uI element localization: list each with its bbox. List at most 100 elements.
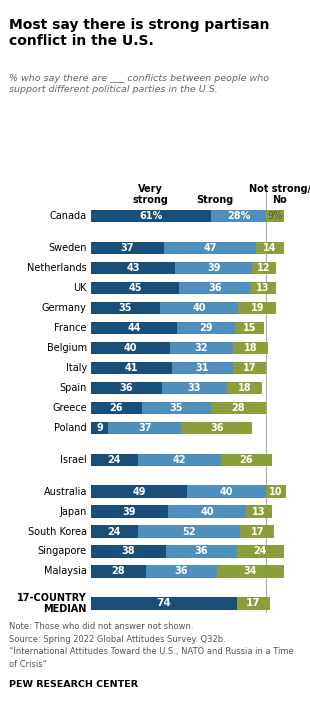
Bar xyxy=(91,381,162,394)
Bar xyxy=(211,210,266,223)
Text: 39: 39 xyxy=(122,507,136,517)
Text: 36: 36 xyxy=(175,566,188,577)
Bar xyxy=(237,597,270,610)
Text: % who say there are ___ conflicts between people who
support different political: % who say there are ___ conflicts betwee… xyxy=(9,74,269,94)
Text: 17: 17 xyxy=(243,363,256,373)
Bar xyxy=(142,402,211,414)
Bar xyxy=(175,262,252,274)
Text: 40: 40 xyxy=(200,507,214,517)
Text: 24: 24 xyxy=(108,527,121,537)
Text: Australia: Australia xyxy=(43,486,87,496)
Text: 34: 34 xyxy=(244,566,257,577)
Text: Poland: Poland xyxy=(54,423,87,433)
Text: 28: 28 xyxy=(112,566,125,577)
Bar xyxy=(91,242,164,255)
Text: 13: 13 xyxy=(256,283,270,293)
Text: 52: 52 xyxy=(183,527,196,537)
Text: 39: 39 xyxy=(207,263,221,273)
Text: 26: 26 xyxy=(110,403,123,413)
Bar xyxy=(91,545,166,558)
Text: 47: 47 xyxy=(203,243,217,253)
Bar xyxy=(91,422,108,434)
Bar xyxy=(241,525,274,538)
Bar xyxy=(217,565,284,577)
Bar xyxy=(162,381,227,394)
Text: Japan: Japan xyxy=(60,507,87,517)
Text: 12: 12 xyxy=(257,263,271,273)
Bar xyxy=(91,505,168,517)
Bar xyxy=(187,486,266,498)
Text: Italy: Italy xyxy=(65,363,87,373)
Bar xyxy=(166,545,237,558)
Bar xyxy=(91,453,138,466)
Text: Netherlands: Netherlands xyxy=(27,263,87,273)
Text: Spain: Spain xyxy=(60,383,87,393)
Text: 35: 35 xyxy=(170,403,183,413)
Bar xyxy=(246,505,272,517)
Text: Malaysia: Malaysia xyxy=(44,566,87,577)
Bar xyxy=(91,210,211,223)
Bar xyxy=(108,422,181,434)
Text: 40: 40 xyxy=(192,303,206,313)
Text: 37: 37 xyxy=(138,423,152,433)
Bar xyxy=(91,342,170,354)
Bar xyxy=(221,453,272,466)
Text: 28: 28 xyxy=(232,403,245,413)
Text: 18: 18 xyxy=(237,383,251,393)
Bar xyxy=(146,565,217,577)
Text: 36: 36 xyxy=(210,423,224,433)
Text: Canada: Canada xyxy=(50,212,87,221)
Bar xyxy=(211,402,266,414)
Text: 61%: 61% xyxy=(139,212,162,221)
Bar xyxy=(91,597,237,610)
Bar xyxy=(91,525,138,538)
Bar xyxy=(91,262,175,274)
Text: 17: 17 xyxy=(246,599,261,608)
Bar xyxy=(238,302,276,314)
Text: 24: 24 xyxy=(108,455,121,465)
Text: 44: 44 xyxy=(127,323,141,333)
Text: 13: 13 xyxy=(252,507,266,517)
Bar xyxy=(91,302,160,314)
Text: South Korea: South Korea xyxy=(28,527,87,537)
Text: 10: 10 xyxy=(269,486,283,496)
Text: Very
strong: Very strong xyxy=(133,184,169,205)
Text: Sweden: Sweden xyxy=(48,243,87,253)
Text: 17-COUNTRY
MEDIAN: 17-COUNTRY MEDIAN xyxy=(17,593,87,614)
Bar xyxy=(91,322,177,334)
Text: 24: 24 xyxy=(253,546,267,556)
Text: UK: UK xyxy=(73,283,87,293)
Text: 32: 32 xyxy=(194,343,208,353)
Bar xyxy=(237,545,284,558)
Bar xyxy=(164,242,256,255)
Text: 9%: 9% xyxy=(267,212,283,221)
Bar xyxy=(170,342,232,354)
Text: Germany: Germany xyxy=(42,303,87,313)
Bar xyxy=(91,362,171,374)
Bar xyxy=(160,302,238,314)
Text: France: France xyxy=(54,323,87,333)
Text: Note: Those who did not answer not shown.: Note: Those who did not answer not shown… xyxy=(9,622,194,631)
Text: 14: 14 xyxy=(263,243,277,253)
Text: 36: 36 xyxy=(194,546,208,556)
Text: 40: 40 xyxy=(220,486,233,496)
Text: 36: 36 xyxy=(119,383,133,393)
Text: “International Attitudes Toward the U.S., NATO and Russia in a Time: “International Attitudes Toward the U.S.… xyxy=(9,647,294,656)
Bar xyxy=(91,282,179,294)
Text: 37: 37 xyxy=(121,243,134,253)
Bar xyxy=(171,362,232,374)
Text: 42: 42 xyxy=(173,455,186,465)
Text: 41: 41 xyxy=(124,363,138,373)
Text: 40: 40 xyxy=(123,343,137,353)
Text: 31: 31 xyxy=(195,363,209,373)
Text: Most say there is strong partisan
conflict in the U.S.: Most say there is strong partisan confli… xyxy=(9,18,270,49)
Text: 17: 17 xyxy=(250,527,264,537)
Bar xyxy=(252,262,276,274)
Bar xyxy=(235,322,264,334)
Text: of Crisis”: of Crisis” xyxy=(9,660,47,669)
Text: Singapore: Singapore xyxy=(38,546,87,556)
Text: 36: 36 xyxy=(208,283,222,293)
Text: 74: 74 xyxy=(156,599,171,608)
Text: 15: 15 xyxy=(243,323,256,333)
Text: 43: 43 xyxy=(126,263,140,273)
